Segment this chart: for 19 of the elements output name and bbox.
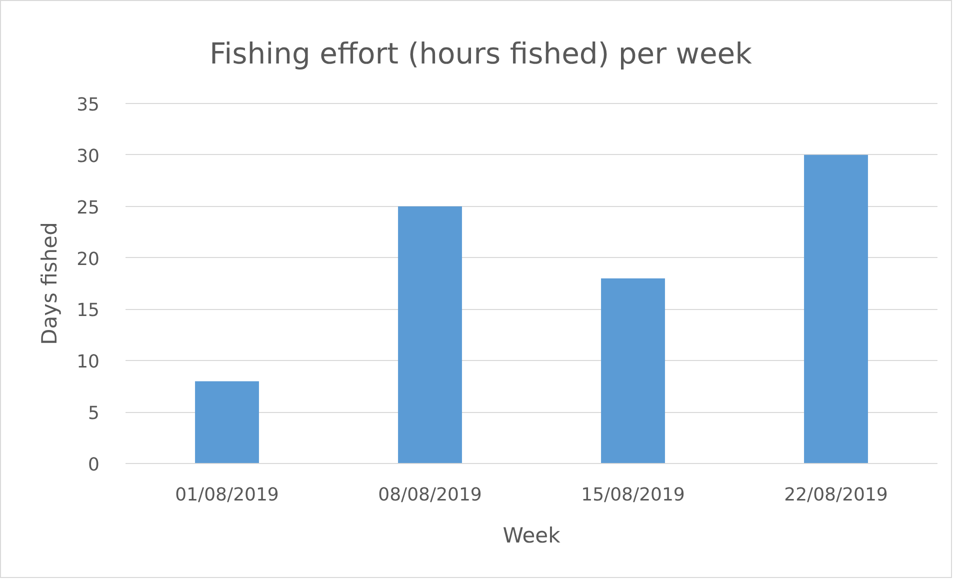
- y-tick-label: 0: [88, 454, 100, 476]
- x-tick-label: 08/08/2019: [378, 484, 482, 506]
- x-tick-label: 22/08/2019: [784, 484, 888, 506]
- bar: [804, 154, 868, 464]
- y-tick-label: 15: [76, 300, 100, 322]
- y-tick-label: 10: [76, 352, 100, 373]
- chart-title: Fishing effort (hours fished) per week: [210, 36, 752, 70]
- x-tick-label: 01/08/2019: [175, 484, 279, 506]
- x-tick-label: 15/08/2019: [581, 484, 685, 506]
- x-axis-title: Week: [502, 524, 562, 548]
- y-tick-label: 20: [76, 248, 100, 270]
- y-tick-label: 5: [88, 403, 100, 424]
- y-tick-label: 35: [76, 94, 100, 116]
- bar: [398, 206, 462, 464]
- y-axis-title: Days fished: [38, 222, 62, 345]
- y-tick-label: 25: [76, 197, 100, 218]
- bar: [601, 278, 665, 464]
- bar: [195, 381, 259, 464]
- y-tick-label: 30: [76, 146, 100, 167]
